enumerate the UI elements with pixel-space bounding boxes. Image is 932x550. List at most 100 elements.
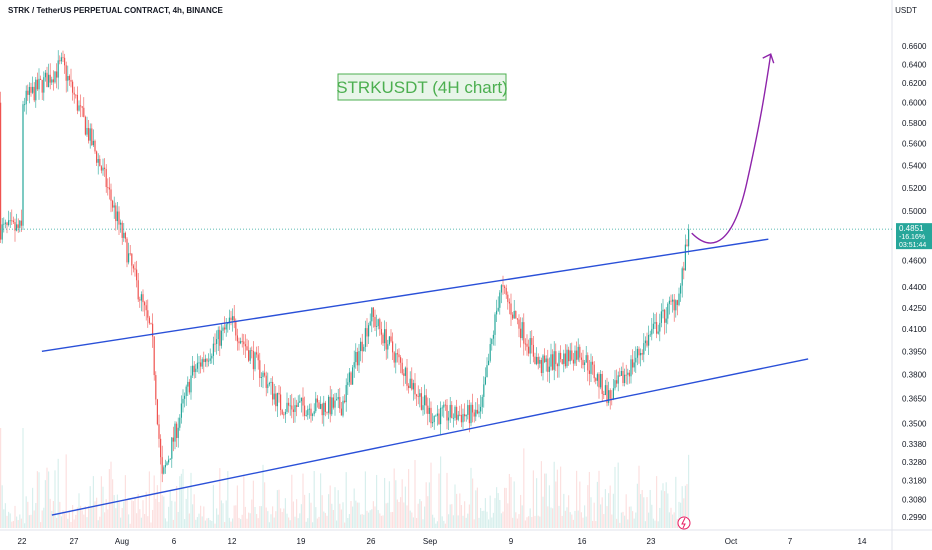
candle-body (580, 357, 582, 360)
volume-bar (598, 470, 600, 528)
volume-bar (374, 506, 376, 528)
time-tick-label: Oct (725, 537, 738, 546)
volume-bar (611, 514, 613, 528)
candle-body (508, 301, 510, 304)
candle-body (540, 359, 542, 373)
volume-bar (497, 493, 499, 528)
volume-bar (353, 488, 355, 528)
candle-body (312, 414, 314, 416)
candle-body (20, 220, 22, 226)
volume-bar (308, 493, 310, 528)
volume-bar (660, 490, 662, 528)
volume-bar (332, 510, 334, 528)
volume-bar (425, 482, 427, 528)
annotation-box[interactable] (337, 73, 507, 101)
candle-body (140, 294, 142, 301)
candle-body (334, 400, 336, 408)
volume-bar (286, 513, 288, 528)
volume-bar (564, 510, 566, 528)
volume-bar (328, 494, 330, 528)
price-tick-label: 0.2990 (902, 513, 927, 522)
candle-body (616, 380, 618, 384)
candle-body (118, 211, 120, 225)
volume-bar (608, 493, 610, 528)
candle-body (193, 365, 195, 373)
candle-body (417, 396, 419, 398)
volume-bar (604, 489, 606, 528)
candle-body (473, 412, 475, 417)
volume-bar (550, 507, 552, 528)
candle-body (136, 269, 138, 281)
candle-body (657, 331, 659, 334)
candle-body (217, 329, 219, 340)
candle-body (94, 140, 96, 152)
volume-bar (312, 522, 314, 528)
candle-body (44, 72, 46, 78)
volume-bar (316, 518, 318, 528)
volume-bar (155, 498, 157, 528)
volume-bar (590, 497, 592, 528)
volume-bar (350, 501, 352, 528)
candle-body (128, 253, 130, 263)
volume-bar (219, 468, 221, 528)
candle-body (371, 307, 373, 322)
volume-bar (228, 517, 230, 528)
candle-body (467, 405, 469, 415)
candle-body (80, 105, 82, 107)
candle-body (56, 71, 58, 78)
volume-bar (315, 507, 317, 528)
candle-body (212, 343, 214, 356)
candle-body (230, 317, 232, 321)
candle-body (68, 75, 70, 81)
volume-bar (14, 505, 16, 528)
candle-body (468, 405, 470, 424)
volume-bar (65, 454, 67, 528)
volume-bar (379, 513, 381, 528)
volume-bar (110, 461, 112, 528)
candle-body (476, 409, 478, 414)
time-axis[interactable]: 22 27 Aug 6 12 19 26 Sep 9 16 23 Oct 7 14 (18, 537, 867, 546)
candle-body (337, 396, 339, 400)
candle-body (454, 406, 456, 418)
volume-bar (59, 501, 61, 528)
candle-body (344, 400, 346, 403)
volume-bar (667, 493, 669, 528)
volume-bar (187, 487, 189, 528)
volume-bar (532, 470, 534, 528)
volume-bar (217, 514, 219, 528)
volume-bar (190, 472, 192, 528)
candle-body (46, 72, 48, 88)
volume-bar (508, 473, 510, 528)
candle-body (366, 328, 368, 337)
candle-body (603, 394, 605, 395)
flash-icon[interactable] (677, 516, 691, 530)
volume-bar (401, 479, 403, 528)
volume-bar (150, 522, 152, 528)
candle-body (313, 411, 315, 415)
candle-body (574, 350, 576, 364)
candle-body (268, 382, 270, 385)
volume-bar (81, 510, 83, 528)
candle-body (97, 158, 99, 163)
projection-arrow[interactable] (691, 54, 772, 244)
volume-bar (220, 500, 222, 528)
volume-bar (515, 512, 517, 528)
volume-bar (422, 519, 424, 528)
candle-body (566, 349, 568, 367)
channel-lower-line[interactable] (51, 358, 809, 516)
channel-upper-line[interactable] (41, 238, 769, 353)
volume-bar (523, 448, 525, 528)
candle-body (211, 355, 213, 359)
volume-bar (512, 517, 514, 528)
volume-bar (499, 500, 501, 528)
candle-body (62, 57, 64, 59)
price-axis[interactable]: 0.6600 0.6400 0.6200 0.6000 0.5800 0.5600 0.54… (902, 42, 927, 522)
volume-bar (513, 481, 515, 528)
candle-body (560, 352, 562, 360)
volume-bar (305, 521, 307, 528)
candle-body (635, 357, 637, 363)
candle-body (206, 358, 208, 362)
volume-bar (78, 493, 80, 528)
candle-body (680, 285, 682, 294)
